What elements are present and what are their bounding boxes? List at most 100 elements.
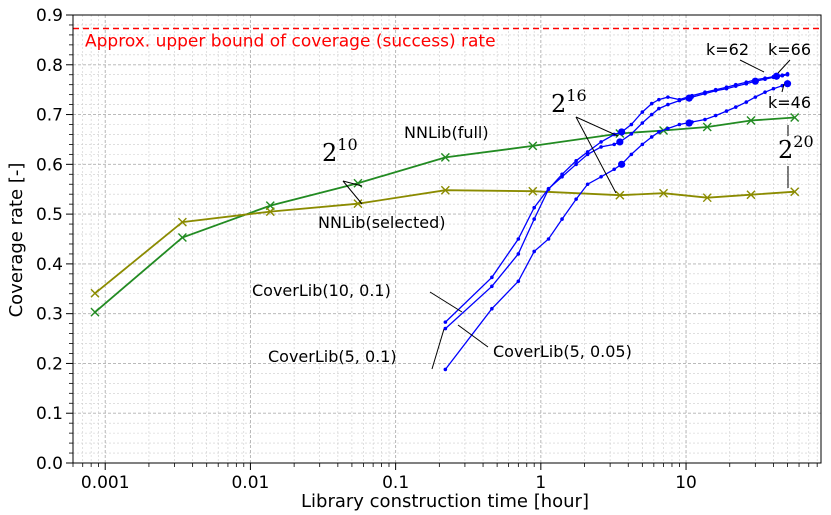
- data-point: [763, 90, 767, 94]
- x-tick-label: 10: [675, 473, 697, 493]
- leader-k46: [781, 83, 785, 93]
- data-point: [443, 367, 448, 372]
- x-tick-label: 0.01: [231, 473, 269, 493]
- label-k66: k=66: [768, 40, 811, 59]
- data-point: [785, 71, 790, 76]
- label-two10: 210: [322, 135, 358, 167]
- highlight-point: [618, 160, 626, 168]
- x-marker-stroke: [615, 190, 625, 200]
- data-point: [599, 140, 603, 144]
- data-point: [574, 159, 578, 163]
- data-point: [744, 80, 749, 84]
- x-marker-stroke: [177, 217, 187, 227]
- data-point: [560, 217, 564, 221]
- upper-bound-group: Approx. upper bound of coverage (success…: [73, 27, 821, 51]
- x-marker-stroke: [528, 186, 538, 196]
- data-point: [640, 110, 645, 114]
- data-point: [713, 113, 718, 118]
- x-axis-title: Library construction time [hour]: [301, 491, 589, 512]
- y-tick-label: 0.0: [36, 454, 63, 474]
- data-point: [599, 145, 603, 149]
- x-tick-label: 0.001: [81, 473, 130, 493]
- leader-two16-a: [575, 116, 619, 137]
- y-tick-label: 0.2: [36, 354, 63, 374]
- data-point-x: [177, 233, 187, 243]
- data-point: [780, 73, 785, 78]
- x-marker-stroke: [659, 188, 669, 198]
- x-marker-stroke: [353, 178, 363, 188]
- data-point: [629, 132, 634, 136]
- data-point: [733, 105, 738, 109]
- highlight-point: [685, 94, 693, 102]
- data-point: [724, 85, 729, 89]
- x-marker-stroke: [702, 122, 712, 132]
- plot-frame: [72, 14, 822, 464]
- data-point: [516, 279, 521, 284]
- data-point: [612, 142, 616, 147]
- data-point: [443, 326, 448, 331]
- y-tick-label: 0.5: [36, 205, 63, 225]
- data-point: [532, 217, 536, 221]
- data-point-x: [440, 152, 450, 162]
- data-point: [677, 122, 682, 127]
- data-point-x: [790, 187, 800, 197]
- x-tick-label: 1: [535, 473, 546, 493]
- data-point: [532, 205, 536, 210]
- data-point: [649, 101, 654, 106]
- leader-two10-selected: [342, 180, 363, 205]
- data-point: [771, 86, 776, 91]
- series-coverlib-5-0-1: [443, 71, 790, 331]
- data-point: [724, 109, 729, 113]
- data-point: [585, 152, 590, 157]
- data-point: [657, 130, 661, 134]
- label-k46: k=46: [768, 93, 811, 112]
- data-point: [574, 197, 578, 201]
- y-tick-label: 0.7: [36, 106, 63, 126]
- data-point-x: [615, 190, 625, 200]
- upper-bound-label: Approx. upper bound of coverage (success…: [85, 31, 496, 51]
- label-two20: 220: [778, 132, 814, 164]
- data-point: [546, 187, 551, 192]
- data-point-x: [746, 116, 756, 126]
- leader-coverlib-10: [429, 291, 463, 313]
- data-point: [703, 117, 707, 122]
- leader-two16-b: [575, 116, 617, 194]
- data-point: [744, 100, 749, 104]
- data-point: [666, 126, 670, 131]
- data-point-x: [440, 185, 450, 195]
- y-tick-label: 0.9: [36, 6, 63, 26]
- data-point: [516, 252, 521, 256]
- highlight-point: [751, 77, 759, 85]
- data-point: [532, 249, 536, 254]
- data-point: [516, 237, 521, 241]
- series-line: [444, 74, 788, 323]
- x-marker-stroke: [790, 113, 800, 123]
- data-point-x: [702, 193, 712, 203]
- y-tick-label: 0.3: [36, 305, 63, 325]
- y-tick-label: 0.1: [36, 404, 63, 424]
- data-point: [640, 142, 645, 147]
- y-tick-label: 0.4: [36, 255, 63, 275]
- leader-two10-full: [342, 180, 363, 187]
- x-marker-stroke: [746, 190, 756, 200]
- highlight-point: [685, 119, 693, 127]
- data-point: [490, 275, 494, 280]
- data-point: [585, 182, 590, 187]
- data-point-x: [528, 186, 538, 196]
- x-marker-stroke: [790, 187, 800, 197]
- series-line: [444, 73, 788, 330]
- x-marker-stroke: [702, 193, 712, 203]
- label-two16: 216: [551, 86, 587, 118]
- series-line: [94, 189, 795, 294]
- series-nnlib-selected: [90, 185, 800, 298]
- data-point: [443, 320, 448, 324]
- data-point: [649, 112, 654, 117]
- data-point: [560, 172, 564, 177]
- data-point: [612, 167, 616, 172]
- label-k62: k=62: [706, 40, 749, 59]
- data-point-x: [265, 207, 275, 217]
- label-coverlib-5-005: CoverLib(5, 0.05): [493, 342, 632, 361]
- x-marker-stroke: [90, 307, 100, 317]
- data-point: [713, 87, 718, 92]
